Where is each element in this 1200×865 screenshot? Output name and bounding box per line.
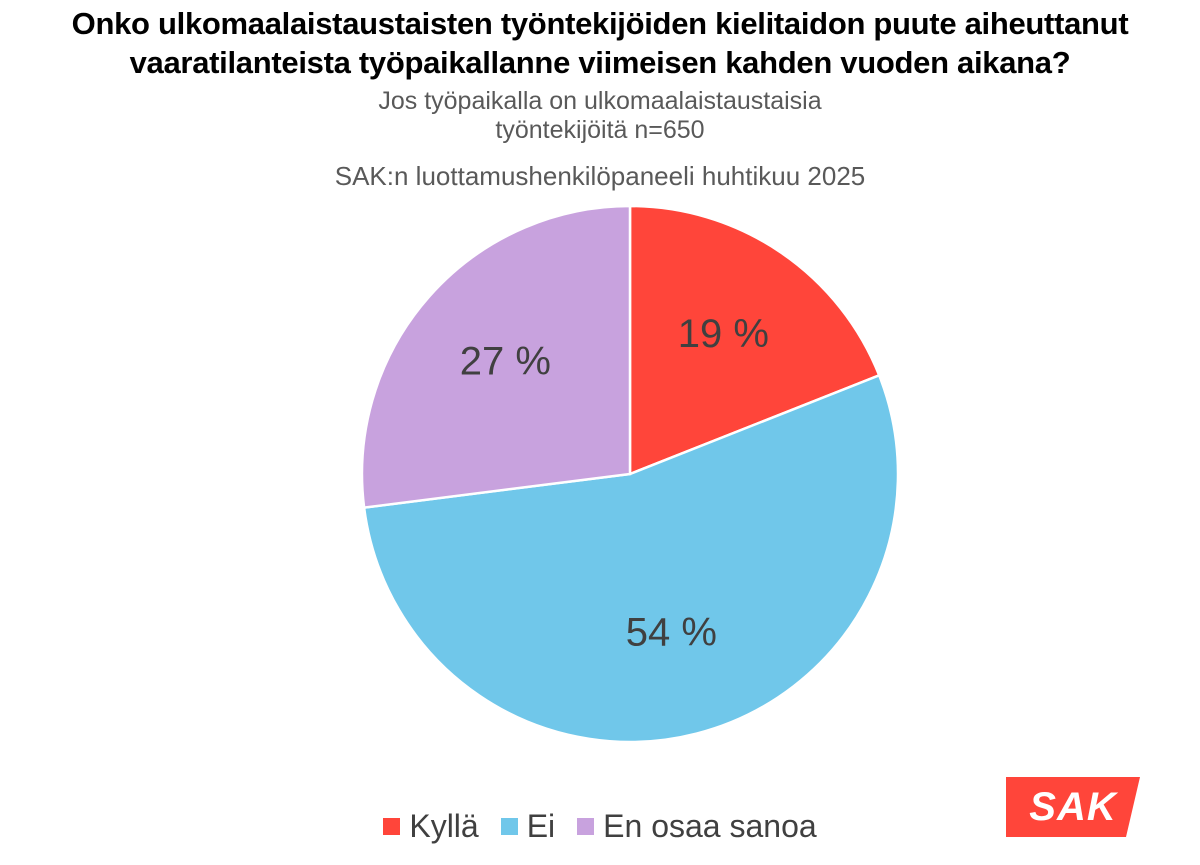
chart-title: Onko ulkomaalaistaustaisten työntekijöid… [0, 4, 1200, 82]
legend-swatch-2 [577, 818, 595, 835]
chart-source: SAK:n luottamushenkilöpaneeli huhtikuu 2… [334, 161, 866, 191]
legend-swatch-1 [500, 818, 518, 835]
legend-label-1: Ei [526, 808, 556, 844]
pie-slice-label-0: 19 % [678, 312, 769, 356]
legend-swatch-0 [383, 818, 401, 835]
sak-logo-text: SAK [1029, 785, 1117, 829]
pie-slice-label-1: 54 % [626, 611, 717, 655]
legend-item-2: En osaa sanoa [577, 808, 817, 845]
legend-label-2: En osaa sanoa [603, 808, 817, 844]
legend-item-0: Kyllä [383, 808, 479, 845]
pie-slice-label-2: 27 % [460, 340, 551, 384]
pie-slice-1 [362, 373, 900, 744]
sak-logo-shape [1006, 777, 1140, 837]
pie-slice-2 [360, 204, 632, 509]
chart-legend: Kyllä Ei En osaa sanoa [0, 808, 1200, 845]
legend-item-1: Ei [500, 808, 556, 845]
chart-subtitle-line-2: työntekijöitä n=650 [495, 116, 705, 144]
legend-label-0: Kyllä [409, 808, 479, 844]
chart-title-line-2: vaaratilanteista työpaikallanne viimeise… [129, 45, 1071, 80]
chart-subtitle: Jos työpaikalla on ulkomaalaistaustaisia… [0, 87, 1200, 145]
chart-subtitle-line-1: Jos työpaikalla on ulkomaalaistaustaisia [378, 87, 822, 115]
sak-logo: SAK [1006, 777, 1140, 837]
pie-slice-0 [628, 204, 881, 476]
chart-title-line-1: Onko ulkomaalaistaustaisten työntekijöid… [71, 6, 1129, 41]
